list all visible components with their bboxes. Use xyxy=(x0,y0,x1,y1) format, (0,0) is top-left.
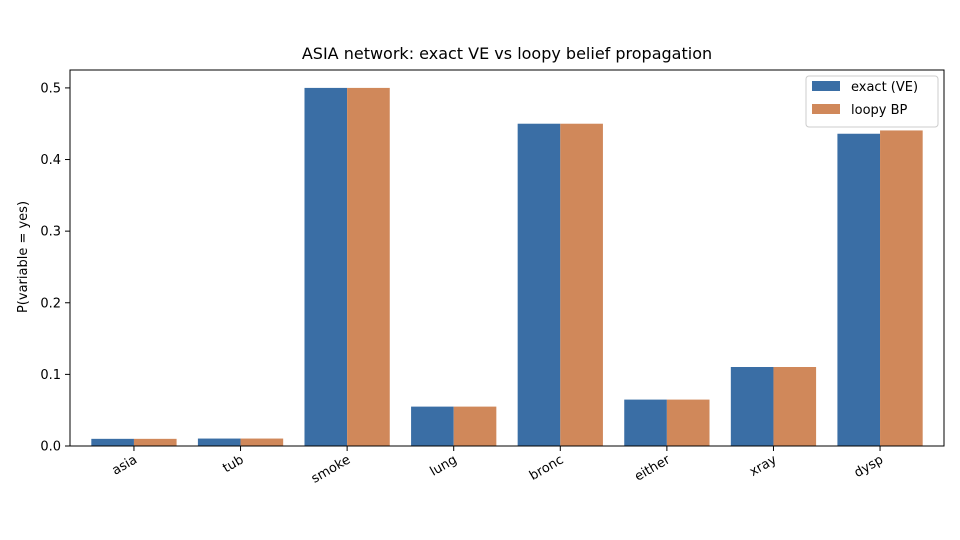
y-tick-label: 0.2 xyxy=(40,296,61,311)
bar-lung-series-1 xyxy=(411,406,454,446)
x-tick-label-lung: lung xyxy=(428,452,460,479)
bar-dysp-series-1 xyxy=(837,133,881,446)
x-tick-label-asia: asia xyxy=(110,452,140,478)
bar-asia-series-2 xyxy=(133,438,177,446)
y-axis: 0.0 0.1 0.2 0.3 0.4 0.5 xyxy=(40,81,70,455)
bars-group xyxy=(91,87,923,447)
bar-dysp-series-2 xyxy=(880,130,923,446)
x-tick-label-smoke: smoke xyxy=(309,452,353,486)
legend: exact (VE) loopy BP xyxy=(805,75,939,128)
legend-label-series-2: loopy BP xyxy=(851,103,908,118)
y-tick-label: 0.4 xyxy=(40,153,61,168)
x-tick-label-xray: xray xyxy=(747,452,780,479)
y-axis-label: P(variable = yes) xyxy=(16,201,31,313)
chart-title: ASIA network: exact VE vs loopy belief p… xyxy=(302,44,712,63)
x-axis: asia tub smoke lung bronc either xray dysp xyxy=(110,446,886,487)
bar-xray-series-1 xyxy=(730,367,774,446)
plot-area-frame xyxy=(69,69,945,447)
y-tick-label: 0.3 xyxy=(40,225,61,240)
bar-smoke-series-2 xyxy=(347,87,390,447)
bar-tub-series-1 xyxy=(197,438,241,446)
bar-tub-series-2 xyxy=(240,438,284,446)
bar-xray-series-2 xyxy=(773,367,817,446)
x-tick-label-tub: tub xyxy=(220,452,246,476)
y-tick-label: 0.0 xyxy=(40,440,61,455)
bar-either-series-1 xyxy=(624,399,667,446)
y-tick-label: 0.1 xyxy=(40,368,61,383)
legend-swatch-series-2 xyxy=(812,104,840,114)
bar-bronc-series-2 xyxy=(560,123,603,446)
x-tick-label-either: either xyxy=(632,452,673,484)
x-tick-label-dysp: dysp xyxy=(852,452,886,480)
bar-smoke-series-1 xyxy=(304,87,348,447)
x-tick-label-bronc: bronc xyxy=(527,452,566,483)
bar-either-series-2 xyxy=(666,399,710,446)
legend-label-series-1: exact (VE) xyxy=(851,80,918,95)
bar-asia-series-1 xyxy=(91,438,134,446)
bar-bronc-series-1 xyxy=(517,123,561,446)
legend-swatch-series-1 xyxy=(812,81,840,91)
bar-lung-series-2 xyxy=(453,406,497,446)
y-tick-label: 0.5 xyxy=(40,81,61,96)
